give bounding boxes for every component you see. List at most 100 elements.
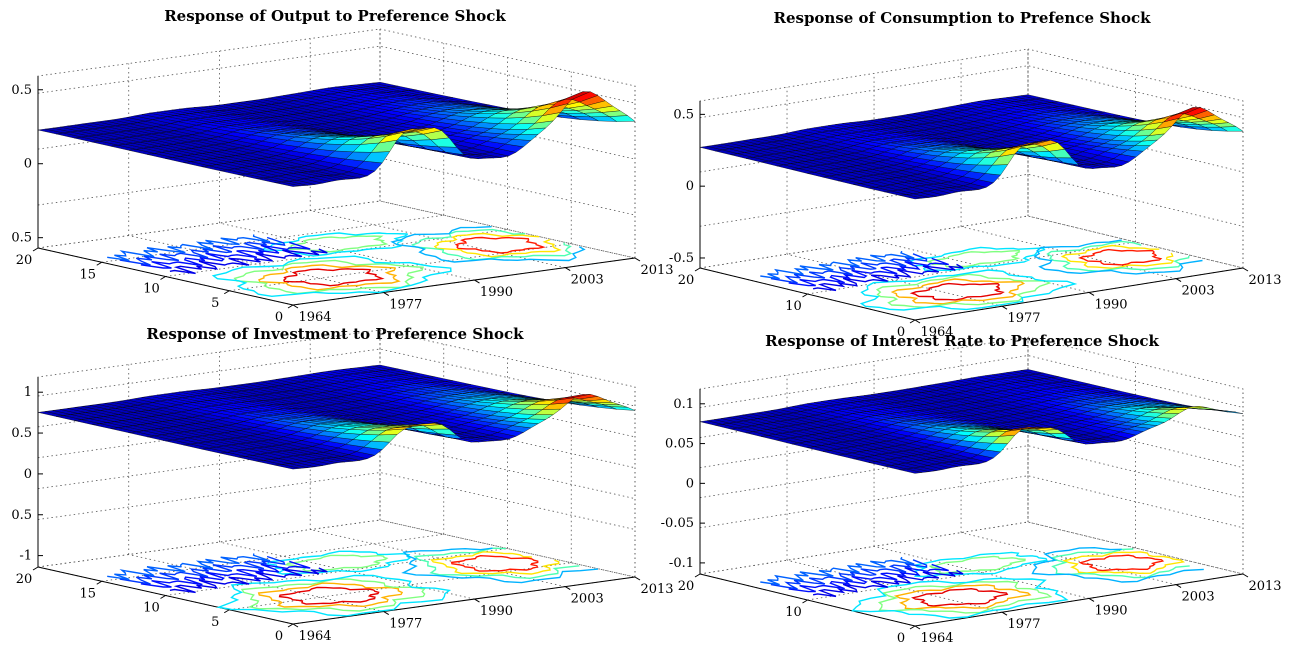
x-axis — [292, 257, 636, 306]
z-tick-label: 1 — [24, 385, 32, 400]
y-tick-label: 10 — [143, 601, 160, 616]
z-tick-label: 0 — [24, 467, 32, 482]
x-tick — [383, 611, 389, 615]
x-tick-label: 2003 — [1182, 284, 1215, 299]
y-tick — [32, 247, 39, 252]
title-investment: Response of Investment to Preference Sho… — [146, 325, 524, 343]
back-wall — [699, 336, 1029, 574]
x-tick — [1088, 597, 1095, 602]
contour-line — [258, 264, 401, 291]
grid-line — [128, 235, 384, 293]
x-tick-label: 1990 — [1094, 603, 1127, 618]
grid-line — [37, 472, 636, 530]
back-wall — [699, 48, 1029, 268]
x-tick — [1001, 611, 1008, 616]
x-tick-label: 1964 — [298, 629, 331, 644]
contour-line — [760, 250, 915, 280]
x-tick-label: 2013 — [640, 582, 673, 597]
x-tick-label: 1964 — [920, 325, 953, 340]
contour-projection — [760, 546, 1204, 619]
contour-line — [1046, 240, 1190, 272]
contour-line — [1060, 244, 1175, 270]
contour-line — [401, 547, 599, 584]
y-tick — [287, 304, 294, 309]
tick-labels: 1964 1977 1990 2003 2013 0 10 20 0.5 0 -0.5 — [669, 107, 1282, 340]
contour-line — [1078, 554, 1165, 572]
x-tick-label: 2013 — [1248, 579, 1281, 594]
contour-line — [450, 554, 539, 572]
x-axis — [914, 267, 1244, 321]
surface — [699, 369, 1244, 474]
tick-labels: 1964 1977 1990 2003 2013 0 5 10 15 20 1 0.5 0 0.5 -1 — [11, 385, 673, 644]
y-tick-label: 0 — [897, 325, 905, 340]
grid-line — [699, 215, 1029, 269]
contour-line — [851, 577, 1069, 619]
x-tick — [1242, 573, 1249, 578]
y-tick — [96, 580, 103, 585]
contour-line — [893, 584, 1032, 610]
x-tick-label: 1990 — [480, 285, 513, 300]
y-tick-label: 0 — [275, 629, 283, 644]
contour-line — [788, 563, 949, 593]
contour-line — [278, 586, 380, 605]
contour-line — [430, 551, 560, 575]
z-tick-label: 0 — [686, 179, 694, 194]
panel-interest-rate: Response of Interest Rate to Preference … — [661, 332, 1282, 646]
contour-line — [283, 268, 385, 287]
x-axis — [914, 573, 1244, 627]
z-tick-label: 0 — [24, 157, 32, 172]
y-tick — [802, 599, 808, 604]
grid-line — [699, 521, 1029, 575]
contour-line — [107, 234, 271, 262]
contour-line — [216, 574, 452, 617]
x-tick — [292, 304, 299, 309]
x-tick — [564, 586, 571, 591]
contour-line — [257, 582, 404, 608]
contour-line — [770, 253, 928, 284]
y-tick-label: 0 — [275, 310, 283, 325]
y-tick — [909, 625, 916, 630]
surface — [37, 82, 636, 187]
contour-line — [911, 587, 1009, 607]
x-tick-label: 1990 — [480, 604, 513, 619]
x-tick-label: 1990 — [1094, 297, 1127, 312]
surface-face — [1219, 126, 1244, 132]
contour-line — [928, 555, 1026, 575]
title-output: Response of Output to Preference Shock — [164, 7, 506, 25]
contour-line — [875, 273, 1052, 309]
x-tick — [634, 576, 641, 581]
y-tick-label: 15 — [79, 267, 96, 282]
contour-line — [890, 278, 1026, 305]
y-tick-label: 20 — [16, 253, 33, 268]
contour-line — [119, 555, 286, 585]
contour-line — [413, 547, 580, 580]
contour-line — [1050, 548, 1190, 579]
z-tick-label: -0.1 — [669, 556, 694, 571]
contour-projection — [760, 239, 1203, 311]
x-tick — [383, 292, 389, 296]
z-tick-label: 0.5 — [673, 107, 694, 122]
x-tick — [1175, 278, 1182, 283]
panel-investment: Response of Investment to Preference Sho… — [11, 325, 673, 644]
x-tick — [914, 319, 921, 324]
grid-line — [873, 240, 1090, 293]
x-tick-label: 2003 — [571, 273, 604, 288]
contour-line — [1033, 239, 1203, 275]
y-tick-label: 5 — [211, 296, 219, 311]
y-tick-label: 15 — [79, 586, 96, 601]
x-tick — [474, 598, 480, 603]
contour-line — [909, 282, 1005, 301]
x-tick — [1088, 291, 1095, 296]
y-tick — [32, 566, 39, 571]
x-tick — [564, 267, 571, 272]
y-tick — [909, 319, 916, 324]
contour-line — [140, 241, 311, 269]
z-tick-label: -1 — [19, 549, 32, 564]
y-tick — [287, 623, 294, 628]
z-tick-label: 0.5 — [11, 426, 32, 441]
contour-line — [433, 232, 562, 258]
contour-line — [788, 257, 949, 287]
contour-line — [760, 556, 915, 586]
contour-line — [240, 578, 426, 612]
